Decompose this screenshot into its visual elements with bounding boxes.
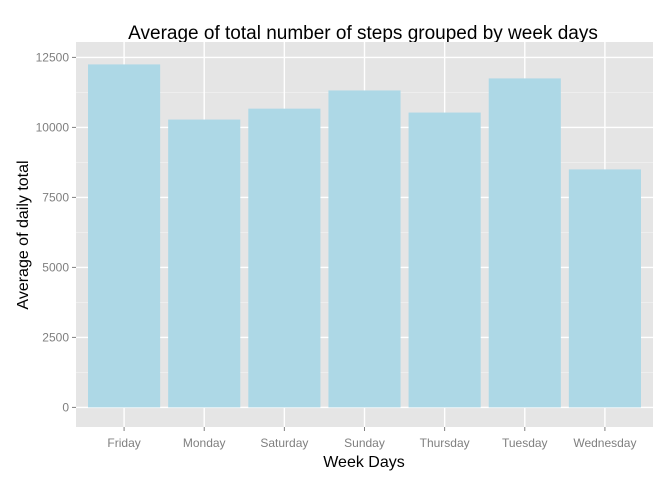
y-tick-label: 10000 bbox=[36, 120, 70, 134]
bar-tuesday bbox=[488, 78, 561, 408]
bar-sunday bbox=[328, 90, 401, 408]
y-tick-label: 7500 bbox=[42, 190, 69, 204]
y-tick-label: 5000 bbox=[42, 260, 69, 274]
y-axis: 0 2500 5000 7500 10000 12500 bbox=[36, 50, 76, 414]
x-axis: Friday Monday Saturday Sunday Thursday Tuesda… bbox=[107, 427, 636, 450]
x-axis-label: Week Days bbox=[323, 454, 405, 471]
bar-series bbox=[88, 64, 641, 408]
x-tick-label: Monday bbox=[183, 436, 226, 450]
bar-monday bbox=[168, 119, 241, 408]
bar-thursday bbox=[408, 112, 481, 408]
x-tick-label: Saturday bbox=[260, 436, 308, 450]
bar-friday bbox=[88, 64, 161, 408]
y-tick-label: 0 bbox=[62, 400, 69, 414]
x-tick-label: Thursday bbox=[420, 436, 470, 450]
y-tick-label: 12500 bbox=[36, 50, 70, 64]
x-tick-label: Wednesday bbox=[573, 436, 636, 450]
bar-wednesday bbox=[568, 169, 641, 408]
chart-title: Average of total number of steps grouped… bbox=[128, 23, 598, 44]
x-tick-label: Tuesday bbox=[502, 436, 548, 450]
y-tick-label: 2500 bbox=[42, 330, 69, 344]
bar-saturday bbox=[248, 108, 321, 408]
x-tick-label: Sunday bbox=[344, 436, 385, 450]
y-axis-label: Average of daily total bbox=[15, 160, 32, 309]
x-tick-label: Friday bbox=[107, 436, 140, 450]
